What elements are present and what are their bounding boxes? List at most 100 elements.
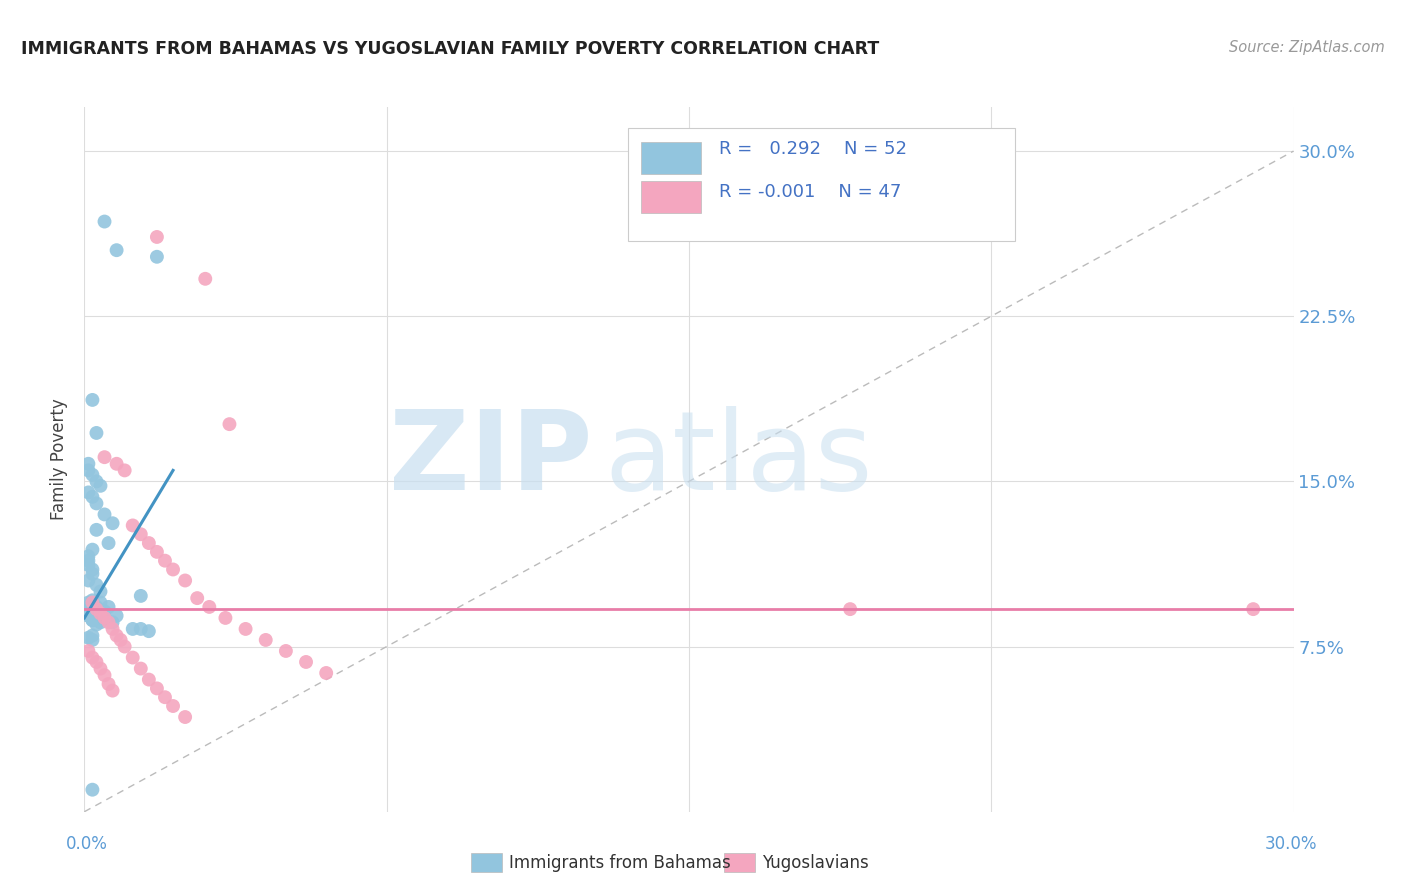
Point — [194, 272, 217, 286]
Point — [77, 485, 100, 500]
Point — [174, 574, 197, 588]
Point — [89, 595, 111, 609]
Point — [77, 608, 100, 623]
Point — [153, 554, 176, 568]
Point — [86, 599, 108, 614]
Point — [315, 665, 337, 680]
Point — [138, 536, 160, 550]
Point — [97, 536, 120, 550]
Point — [82, 467, 104, 482]
Point — [218, 417, 240, 432]
Point — [86, 496, 108, 510]
Point — [77, 457, 100, 471]
Point — [82, 542, 104, 557]
Point — [121, 622, 143, 636]
Point — [146, 230, 169, 244]
Point — [77, 463, 100, 477]
Point — [93, 668, 115, 682]
Point — [89, 615, 111, 630]
Point — [105, 608, 128, 623]
Point — [121, 650, 143, 665]
Point — [101, 615, 124, 630]
Point — [295, 655, 318, 669]
Point — [82, 562, 104, 576]
Point — [93, 604, 115, 618]
Bar — [641, 142, 702, 174]
Point — [146, 250, 169, 264]
Point — [121, 518, 143, 533]
Point — [82, 566, 104, 581]
Point — [153, 690, 176, 705]
Point — [82, 490, 104, 504]
Point — [839, 602, 862, 616]
Point — [101, 516, 124, 531]
Point — [89, 607, 111, 621]
Point — [110, 632, 132, 647]
Point — [82, 782, 104, 797]
Point — [274, 644, 297, 658]
Point — [82, 632, 104, 647]
Point — [86, 611, 108, 625]
Point — [86, 475, 108, 489]
Point — [82, 392, 104, 407]
Point — [129, 662, 152, 676]
Point — [77, 607, 100, 621]
Text: 0.0%: 0.0% — [66, 835, 108, 853]
Point — [77, 599, 100, 614]
Point — [93, 450, 115, 465]
Point — [174, 710, 197, 724]
Point — [101, 622, 124, 636]
Point — [186, 591, 208, 606]
Text: atlas: atlas — [605, 406, 873, 513]
Point — [93, 611, 115, 625]
Point — [146, 545, 169, 559]
Point — [86, 655, 108, 669]
Point — [162, 562, 184, 576]
Point — [162, 699, 184, 714]
Text: IMMIGRANTS FROM BAHAMAS VS YUGOSLAVIAN FAMILY POVERTY CORRELATION CHART: IMMIGRANTS FROM BAHAMAS VS YUGOSLAVIAN F… — [21, 40, 879, 58]
Point — [77, 604, 100, 618]
Point — [101, 683, 124, 698]
Point — [114, 640, 136, 654]
Text: Yugoslavians: Yugoslavians — [762, 854, 869, 871]
Point — [77, 554, 100, 568]
Text: R =   0.292    N = 52: R = 0.292 N = 52 — [720, 140, 907, 158]
Point — [1241, 602, 1264, 616]
Text: Immigrants from Bahamas: Immigrants from Bahamas — [509, 854, 731, 871]
Point — [105, 457, 128, 471]
Y-axis label: Family Poverty: Family Poverty — [51, 399, 69, 520]
Point — [105, 243, 128, 257]
Point — [86, 523, 108, 537]
Point — [82, 595, 104, 609]
Point — [114, 463, 136, 477]
Point — [77, 549, 100, 564]
Point — [77, 644, 100, 658]
Point — [97, 615, 120, 630]
Point — [86, 578, 108, 592]
Point — [82, 613, 104, 627]
Point — [97, 599, 120, 614]
Point — [77, 631, 100, 645]
Text: Source: ZipAtlas.com: Source: ZipAtlas.com — [1229, 40, 1385, 55]
Point — [82, 593, 104, 607]
Point — [198, 599, 221, 614]
Point — [77, 595, 100, 609]
Point — [129, 589, 152, 603]
Point — [129, 622, 152, 636]
Text: R = -0.001    N = 47: R = -0.001 N = 47 — [720, 183, 901, 201]
Point — [214, 611, 236, 625]
Point — [77, 574, 100, 588]
Point — [89, 662, 111, 676]
Point — [254, 632, 277, 647]
Point — [77, 558, 100, 573]
Point — [86, 617, 108, 632]
Point — [82, 650, 104, 665]
Point — [89, 584, 111, 599]
Point — [97, 677, 120, 691]
Point — [77, 608, 100, 623]
Point — [235, 622, 257, 636]
Text: 30.0%: 30.0% — [1264, 835, 1317, 853]
Point — [129, 527, 152, 541]
Point — [93, 214, 115, 228]
Point — [82, 613, 104, 627]
